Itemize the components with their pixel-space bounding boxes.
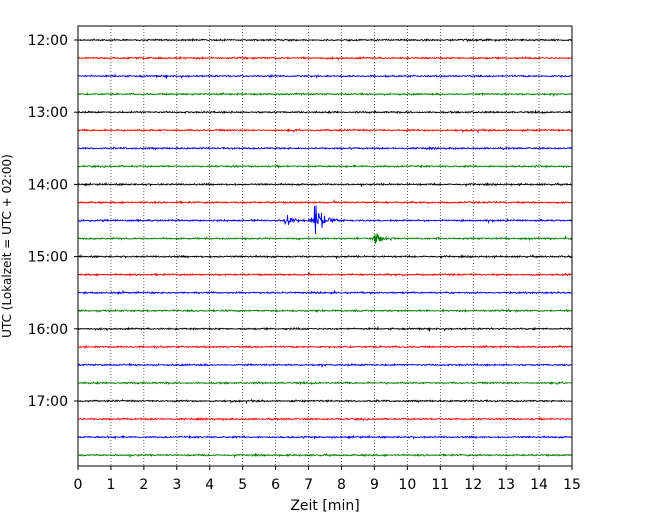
trace-13:15 <box>78 129 572 132</box>
x-tick-label: 0 <box>74 477 83 493</box>
trace-15:30 <box>78 291 572 294</box>
trace-16:30 <box>78 364 572 367</box>
x-tick-label: 11 <box>431 477 449 493</box>
x-tick-label: 2 <box>139 477 148 493</box>
x-tick-label: 12 <box>464 477 482 493</box>
trace-17:00 <box>78 400 572 403</box>
y-axis-label: UTC (Lokalzeit = UTC + 02:00) <box>0 154 14 338</box>
y-axis-ticks: 12:00 13:00 14:00 15:00 16:00 17:00 <box>28 33 78 410</box>
x-tick-label: 9 <box>370 477 379 493</box>
trace-16:45 <box>78 382 572 385</box>
trace-14:00 <box>78 183 572 186</box>
grid-lines <box>111 26 539 466</box>
trace-15:15 <box>78 273 572 276</box>
trace-17:30 <box>78 436 572 438</box>
trace-16:00 <box>78 327 572 331</box>
trace-14:30 <box>78 205 572 234</box>
x-tick-label: 13 <box>497 477 515 493</box>
seismic-traces <box>78 39 572 457</box>
x-tick-label: 3 <box>172 477 181 493</box>
trace-13:30 <box>78 147 572 149</box>
x-tick-label: 14 <box>530 477 548 493</box>
y-tick-label: 16:00 <box>28 322 68 338</box>
trace-12:15 <box>78 57 572 59</box>
trace-17:15 <box>78 418 572 420</box>
x-axis-ticks: 0 1 2 3 4 5 6 7 8 9 10 11 12 13 14 15 <box>74 466 581 493</box>
trace-13:00 <box>78 111 572 113</box>
trace-12:00 <box>78 39 572 41</box>
x-tick-label: 4 <box>205 477 214 493</box>
x-tick-label: 10 <box>398 477 416 493</box>
y-tick-label: 12:00 <box>28 33 68 49</box>
y-tick-label: 14:00 <box>28 177 68 193</box>
x-tick-label: 8 <box>337 477 346 493</box>
trace-12:45 <box>78 93 572 96</box>
trace-14:15 <box>78 200 572 203</box>
trace-12:30 <box>78 75 572 79</box>
trace-17:45 <box>78 454 572 457</box>
x-tick-label: 5 <box>238 477 247 493</box>
y-tick-label: 15:00 <box>28 250 68 266</box>
y-tick-label: 17:00 <box>28 394 68 410</box>
x-axis-label: Zeit [min] <box>290 498 359 514</box>
trace-15:45 <box>78 310 572 312</box>
trace-13:45 <box>78 165 572 167</box>
trace-16:15 <box>78 346 572 348</box>
x-tick-label: 1 <box>106 477 115 493</box>
trace-15:00 <box>78 255 572 258</box>
x-tick-label: 15 <box>563 477 581 493</box>
y-tick-label: 13:00 <box>28 105 68 121</box>
x-tick-label: 7 <box>304 477 313 493</box>
trace-14:45 <box>78 234 572 244</box>
x-tick-label: 6 <box>271 477 280 493</box>
